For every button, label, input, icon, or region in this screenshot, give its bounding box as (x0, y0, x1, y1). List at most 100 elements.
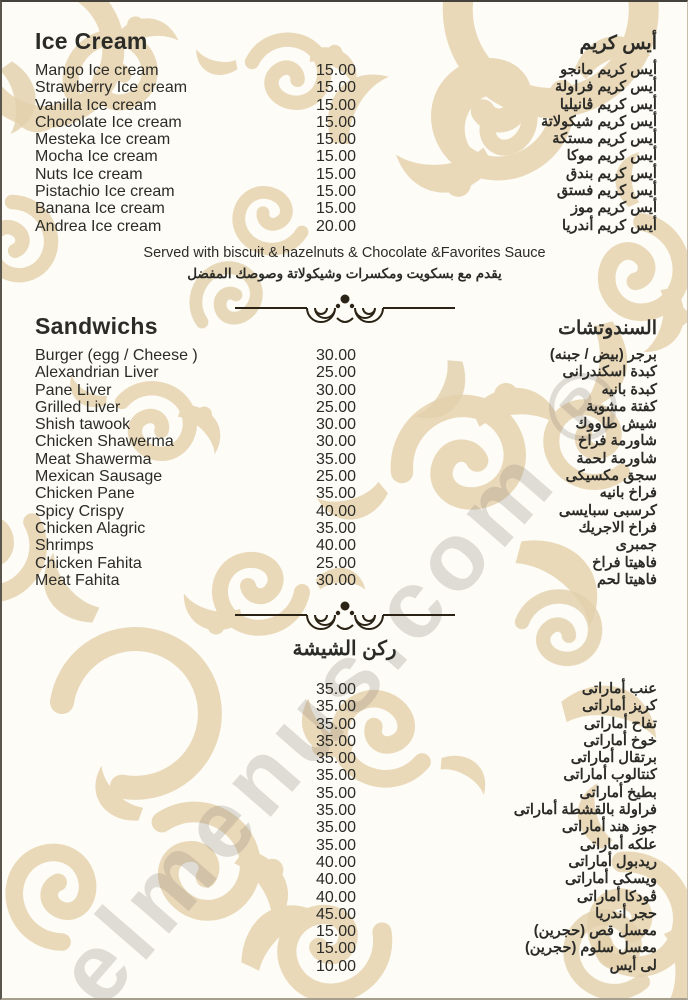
item-name-ar: برجر (بيض / جبنه) (549, 347, 657, 363)
menu-item-row: Burger (egg / Cheese ) 30.00 برجر (بيض / ج… (2, 347, 687, 364)
ice-cream-title-en: Ice Cream (35, 28, 148, 54)
menu-item-row: 45.00 حجر أندريا (2, 906, 687, 923)
item-price: 30.00 (315, 347, 357, 364)
menu-item-row: Banana Ice cream 15.00 أيس كريم موز (2, 200, 687, 217)
item-price: 35.00 (315, 802, 357, 820)
item-name-en (35, 802, 307, 819)
item-name-ar: بطيخ أماراتى (579, 784, 657, 801)
item-name-ar: ويسكى أماراتى (564, 871, 657, 888)
item-name-ar: تفاح أماراتى (583, 715, 657, 732)
ice-cream-note-ar: يقدم مع بسكويت ومكسرات وشيكولاتة وصوصك ا… (187, 265, 502, 281)
item-name-en: Mocha Ice cream (35, 148, 158, 166)
item-name-ar: أيس كريم فستق (556, 183, 657, 200)
item-name-en: Banana Ice cream (35, 200, 165, 218)
item-price: 15.00 (315, 113, 357, 131)
item-price: 40.00 (315, 537, 357, 555)
item-price: 25.00 (315, 398, 357, 416)
section-sandwiches: Sandwichs السندوتشات Burger (egg / Chees… (2, 313, 687, 633)
item-price: 35.00 (315, 485, 357, 503)
item-name-en (35, 854, 307, 871)
item-name-ar: معسل قص (حجرين) (533, 923, 657, 940)
item-price: 10.00 (315, 957, 357, 975)
item-name-en (35, 698, 307, 715)
item-price: 15.00 (315, 923, 357, 941)
item-name-ar: علكه أماراتى (579, 836, 657, 853)
menu-item-row: Shish tawook 30.00 شيش طاووك (2, 416, 687, 433)
item-price: 35.00 (315, 750, 357, 768)
item-price: 30.00 (315, 433, 357, 451)
item-price: 15.00 (315, 79, 357, 97)
menu-item-row: 35.00 علكه أماراتى (2, 837, 687, 854)
menu-item-row: Vanilla Ice cream 15.00 أيس كريم ڤانيليا (2, 97, 687, 114)
item-name-ar: فاهيتا فراخ (592, 554, 657, 571)
item-name-ar: فراخ الاجريك (578, 519, 657, 536)
item-name-en: Chicken Shawerma (35, 433, 174, 451)
menu-item-row: 15.00 معسل سلوم (حجرين) (2, 940, 687, 957)
item-name-en (35, 889, 307, 906)
item-name-en: Andrea Ice cream (35, 217, 162, 235)
item-name-en (35, 750, 307, 767)
item-name-en (35, 958, 307, 975)
menu-item-row: 40.00 ڤودكا أماراتى (2, 889, 687, 906)
menu-item-row: Chicken Pane 35.00 فراخ بانيه (2, 485, 687, 502)
menu-item-row: 15.00 معسل قص (حجرين) (2, 923, 687, 940)
item-name-en: Shish tawook (35, 416, 131, 434)
item-name-ar: ڤودكا أماراتى (576, 888, 657, 905)
item-name-en: Mexican Sausage (35, 468, 163, 486)
item-name-en (35, 681, 307, 698)
item-price: 40.00 (315, 871, 357, 889)
item-price: 25.00 (315, 364, 357, 382)
item-name-ar: أيس كريم فراولة (554, 79, 657, 96)
item-name-ar: ريدبول أماراتى (568, 853, 657, 870)
item-name-ar: شاورمة لحمة (576, 450, 657, 467)
item-name-ar: كرسبى سبايسى (558, 502, 657, 519)
menu-item-row: Chicken Fahita 25.00 فاهيتا فراخ (2, 555, 687, 572)
item-name-ar: لى أيس (609, 957, 657, 974)
item-name-en: Meat Shawerma (35, 450, 152, 468)
item-name-ar: كريز أماراتى (582, 698, 657, 715)
item-price: 15.00 (315, 183, 357, 201)
menu-item-row: 35.00 بطيخ أماراتى (2, 785, 687, 802)
menu-item-row: Chocolate Ice cream 15.00 أيس كريم شيكولات… (2, 114, 687, 131)
item-name-en: Alexandrian Liver (35, 364, 159, 382)
item-price: 25.00 (315, 468, 357, 486)
item-price: 15.00 (315, 940, 357, 958)
item-price: 35.00 (315, 698, 357, 716)
menu-item-row: 35.00 جوز هند أماراتى (2, 819, 687, 836)
item-price: 40.00 (315, 853, 357, 871)
item-name-en: Strawberry Ice cream (35, 79, 188, 97)
item-name-ar: فاهيتا لحم (596, 571, 657, 588)
menu-item-row: 35.00 كنتالوب أماراتى (2, 767, 687, 784)
item-name-en (35, 940, 307, 957)
menu-item-row: 40.00 ويسكى أماراتى (2, 871, 687, 888)
item-price: 40.00 (315, 502, 357, 520)
shisha-title-ar: ركن الشيشة (292, 638, 397, 660)
item-name-en: Meat Fahita (35, 571, 120, 589)
menu-item-row: Shrimps 40.00 جمبرى (2, 537, 687, 554)
item-name-ar: حجر أندريا (595, 905, 657, 922)
item-name-en: Mesteka Ice cream (35, 131, 171, 149)
menu-item-row: 35.00 فراولة بالقشطة أماراتى (2, 802, 687, 819)
menu-item-row: Alexandrian Liver 25.00 كبدة اسكندرانى (2, 364, 687, 381)
item-name-en (35, 767, 307, 784)
menu-item-row: Chicken Shawerma 30.00 شاورمة فراخ (2, 433, 687, 450)
item-price: 15.00 (315, 131, 357, 149)
section-shisha: ركن الشيشة 35.00 عنب أماراتى 35.00 كريز أما… (2, 636, 687, 975)
item-name-en: Burger (egg / Cheese ) (35, 347, 198, 364)
item-name-en: Chicken Fahita (35, 554, 142, 572)
item-name-ar: شاورمة فراخ (578, 433, 657, 450)
item-name-ar: كفتة مشوية (586, 398, 657, 415)
item-name-ar: سجق مكسيكى (565, 468, 657, 485)
item-name-en (35, 733, 307, 750)
menu-item-row: 35.00 كريز أماراتى (2, 698, 687, 715)
item-price: 15.00 (315, 165, 357, 183)
item-name-en (35, 923, 307, 940)
item-price: 35.00 (315, 715, 357, 733)
item-name-ar: كبدة بانيه (601, 381, 657, 398)
divider-ornament (2, 284, 687, 326)
item-name-en: Pane Liver (35, 381, 112, 399)
item-price: 30.00 (315, 381, 357, 399)
item-name-ar: فراولة بالقشطة أماراتى (513, 802, 657, 819)
menu-item-row: 35.00 برتقال أماراتى (2, 750, 687, 767)
